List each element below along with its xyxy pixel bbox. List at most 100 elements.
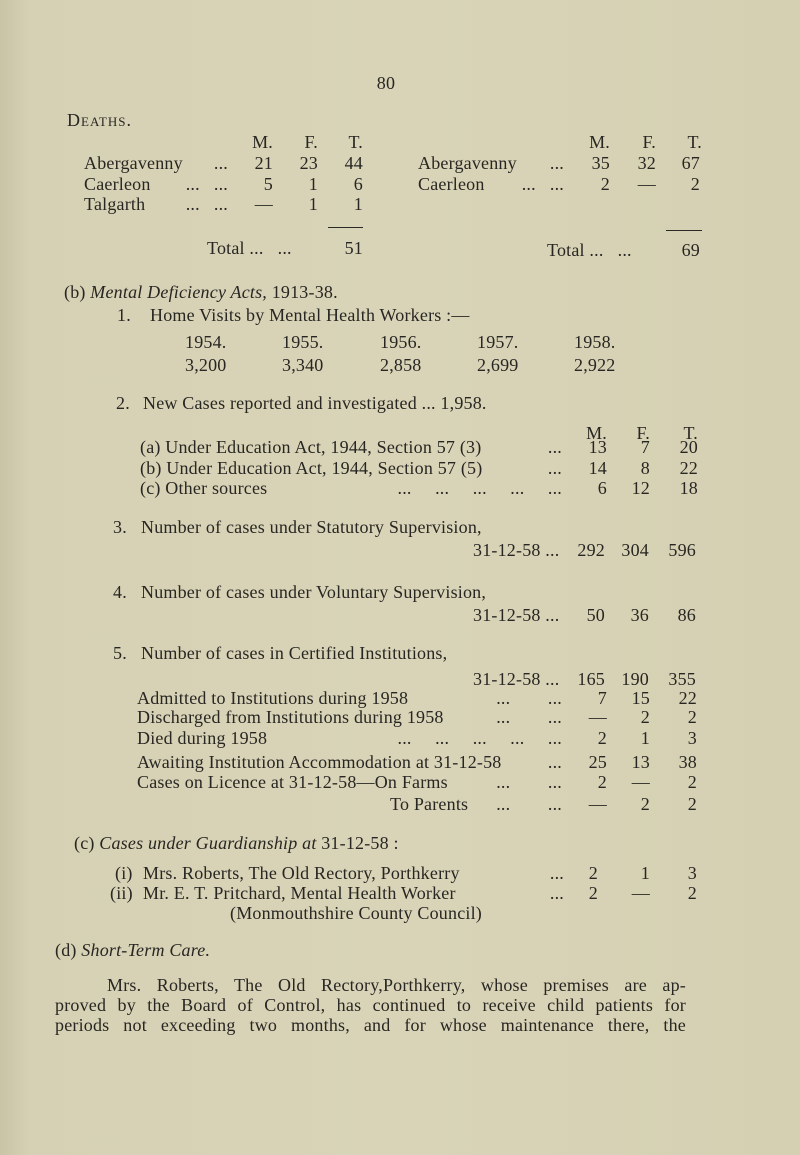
row-label: Awaiting Institution Accommodation at 31…	[137, 752, 502, 772]
year-label: 1955.	[282, 332, 324, 352]
row-leader: ... ...	[496, 688, 562, 708]
row-leader: ... ... ... ... ...	[397, 478, 562, 498]
value-f: 23	[299, 153, 318, 173]
value-m: 5	[263, 174, 273, 194]
section-d-title: (d) Short-Term Care.	[55, 939, 210, 961]
item-label: Home Visits by Mental Health Workers :—	[150, 305, 470, 325]
value-m: 2	[597, 772, 607, 792]
section-c-title: (c) Cases under Guardianship at 31-12-58…	[74, 832, 399, 854]
value-f: —	[631, 772, 650, 792]
column-header: F.	[636, 423, 650, 443]
deaths-row-name: Abergavenny	[418, 153, 517, 173]
row-label: Cases on Licence at 31-12-58—On Farms	[137, 772, 448, 792]
year-label: 1954.	[185, 332, 227, 352]
row-label: Discharged from Institutions during 1958	[137, 707, 444, 727]
deaths-right-header: T.	[687, 132, 702, 152]
deaths-total-label: Total ... ...	[207, 238, 292, 258]
row-label: Admitted to Institutions during 1958	[137, 688, 409, 708]
value-f: 12	[631, 478, 650, 498]
year-label: 1958.	[574, 332, 616, 352]
row-label: (b) Under Education Act, 1944, Section 5…	[140, 458, 483, 478]
section-prefix: (d)	[55, 940, 82, 960]
value-m: 165	[577, 669, 605, 689]
deaths-total-value: 69	[681, 240, 700, 260]
row-leader: ...	[549, 883, 564, 903]
value-m: 13	[588, 437, 607, 457]
deaths-row-leader: ... ...	[521, 174, 564, 194]
year-label: 1957.	[477, 332, 519, 352]
row-leader: ...	[547, 437, 562, 457]
year-value: 3,340	[282, 355, 324, 375]
value-f: 1	[640, 728, 650, 748]
row-label: Mr. E. T. Pritchard, Mental Health Worke…	[143, 883, 456, 903]
value-t: 3	[687, 728, 697, 748]
row-leader: ...	[547, 752, 562, 772]
value-t: 44	[344, 153, 363, 173]
section-b-title: (b) Mental Deficiency Acts, 1913-38.	[64, 281, 338, 303]
deaths-left-header: M.	[252, 132, 273, 152]
item-date: 31-12-58 ...	[473, 669, 560, 689]
value-t: 1	[353, 194, 363, 214]
total-rule	[666, 230, 702, 231]
row-leader: ...	[547, 458, 562, 478]
value-t: 596	[668, 540, 696, 560]
item-number: 1.	[117, 305, 131, 325]
value-m: —	[588, 707, 607, 727]
item-number: 5.	[113, 643, 127, 663]
value-t: 38	[678, 752, 697, 772]
deaths-row-leader: ...	[549, 153, 564, 173]
value-m: 292	[577, 540, 605, 560]
row-label: (a) Under Education Act, 1944, Section 5…	[140, 437, 482, 457]
row-number: (ii)	[110, 883, 133, 903]
value-t: 67	[681, 153, 700, 173]
deaths-row-name: Abergavenny	[84, 153, 183, 173]
item-date: 31-12-58 ...	[473, 540, 560, 560]
section-title-suffix: 31-12-58 :	[316, 833, 399, 853]
value-m: 14	[588, 458, 607, 478]
deaths-row-name: Talgarth	[84, 194, 146, 214]
year-label: 1956.	[380, 332, 422, 352]
value-f: 36	[630, 605, 649, 625]
value-f: 13	[631, 752, 650, 772]
deaths-row-name: Caerleon	[84, 174, 151, 194]
page-number: 80	[376, 73, 396, 93]
value-m: 6	[597, 478, 607, 498]
value-m: 35	[591, 153, 610, 173]
value-m: 7	[597, 688, 607, 708]
row-leader: ... ...	[496, 794, 562, 814]
deaths-row-leader: ... ...	[185, 174, 228, 194]
value-f: 304	[621, 540, 649, 560]
row-leader: ... ...	[496, 772, 562, 792]
paragraph-line: periods not exceeding two months, and fo…	[55, 1015, 686, 1035]
year-value: 3,200	[185, 355, 227, 375]
value-t: 20	[679, 437, 698, 457]
value-f: 2	[640, 707, 650, 727]
item-label: New Cases reported and investigated ... …	[143, 393, 487, 413]
value-m: 2	[588, 863, 598, 883]
section-prefix: (b)	[64, 282, 91, 302]
value-f: 1	[640, 863, 650, 883]
item-date: 31-12-58 ...	[473, 605, 560, 625]
deaths-left-header: T.	[348, 132, 363, 152]
value-t: 86	[677, 605, 696, 625]
item-number: 2.	[116, 393, 130, 413]
value-t: 22	[679, 458, 698, 478]
year-value: 2,922	[574, 355, 616, 375]
deaths-right-header: F.	[642, 132, 656, 152]
column-header: M.	[586, 423, 607, 443]
row-number: (i)	[115, 863, 133, 883]
value-m: —	[588, 794, 607, 814]
value-t: 22	[678, 688, 697, 708]
value-t: 18	[679, 478, 698, 498]
deaths-left-header: F.	[304, 132, 318, 152]
value-f: 2	[640, 794, 650, 814]
paragraph-line: proved by the Board of Control, has cont…	[55, 995, 686, 1015]
paragraph-line: Mrs. Roberts, The Old Rectory,Porthkerry…	[107, 975, 686, 995]
item-label: Number of cases under Statutory Supervis…	[141, 517, 482, 537]
value-f: 190	[621, 669, 649, 689]
value-m: 50	[586, 605, 605, 625]
value-m: 2	[597, 728, 607, 748]
value-t: 6	[353, 174, 363, 194]
value-f: 8	[640, 458, 650, 478]
